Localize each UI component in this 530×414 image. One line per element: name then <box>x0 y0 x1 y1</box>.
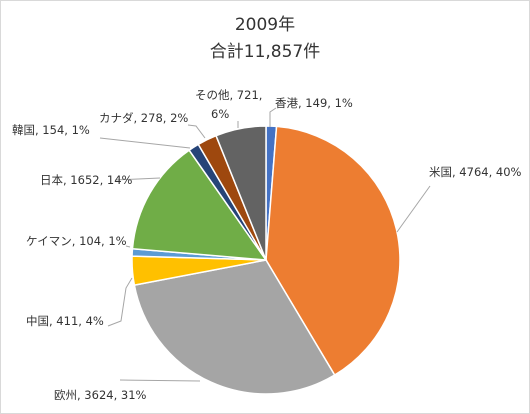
chart-subtitle: 合計11,857件 <box>209 42 321 62</box>
slice-label-8-line-0: その他, 721, <box>195 88 262 102</box>
chart-title: 2009年 <box>234 15 296 35</box>
slice-label-3: 中国, 411, 4% <box>26 314 104 328</box>
slice-label-1: 米国, 4764, 40% <box>429 165 522 179</box>
slice-label-6: 韓国, 154, 1% <box>12 123 90 137</box>
leader-line-5 <box>114 177 161 181</box>
pie-slice-8 <box>215 125 267 261</box>
slice-label-5: 日本, 1652, 14% <box>40 173 133 187</box>
leader-line-1 <box>396 185 431 233</box>
slice-label-2: 欧州, 3624, 31% <box>54 388 147 402</box>
pie-slice-2 <box>133 259 336 395</box>
leader-line-4 <box>125 245 131 248</box>
leader-line-3 <box>107 277 133 327</box>
leader-line-6 <box>99 137 191 149</box>
slice-labels: 香港, 149, 1% 米国, 4764, 40% 欧州, 3624, 31% 中国,… <box>12 88 522 402</box>
pie-slice-1 <box>265 125 401 377</box>
slice-label-4: ケイマン, 104, 1% <box>26 234 127 248</box>
leader-line-2 <box>119 379 201 382</box>
leader-line-7 <box>187 124 206 139</box>
slice-label-0: 香港, 149, 1% <box>275 96 353 110</box>
pie-slices <box>131 125 401 395</box>
slice-label-7: カナダ, 278, 2% <box>99 111 188 125</box>
leader-lines <box>99 107 431 382</box>
leader-line-0 <box>269 107 277 127</box>
pie-slice-5 <box>131 149 268 261</box>
slice-label-8-line-1: 6% <box>211 107 229 121</box>
